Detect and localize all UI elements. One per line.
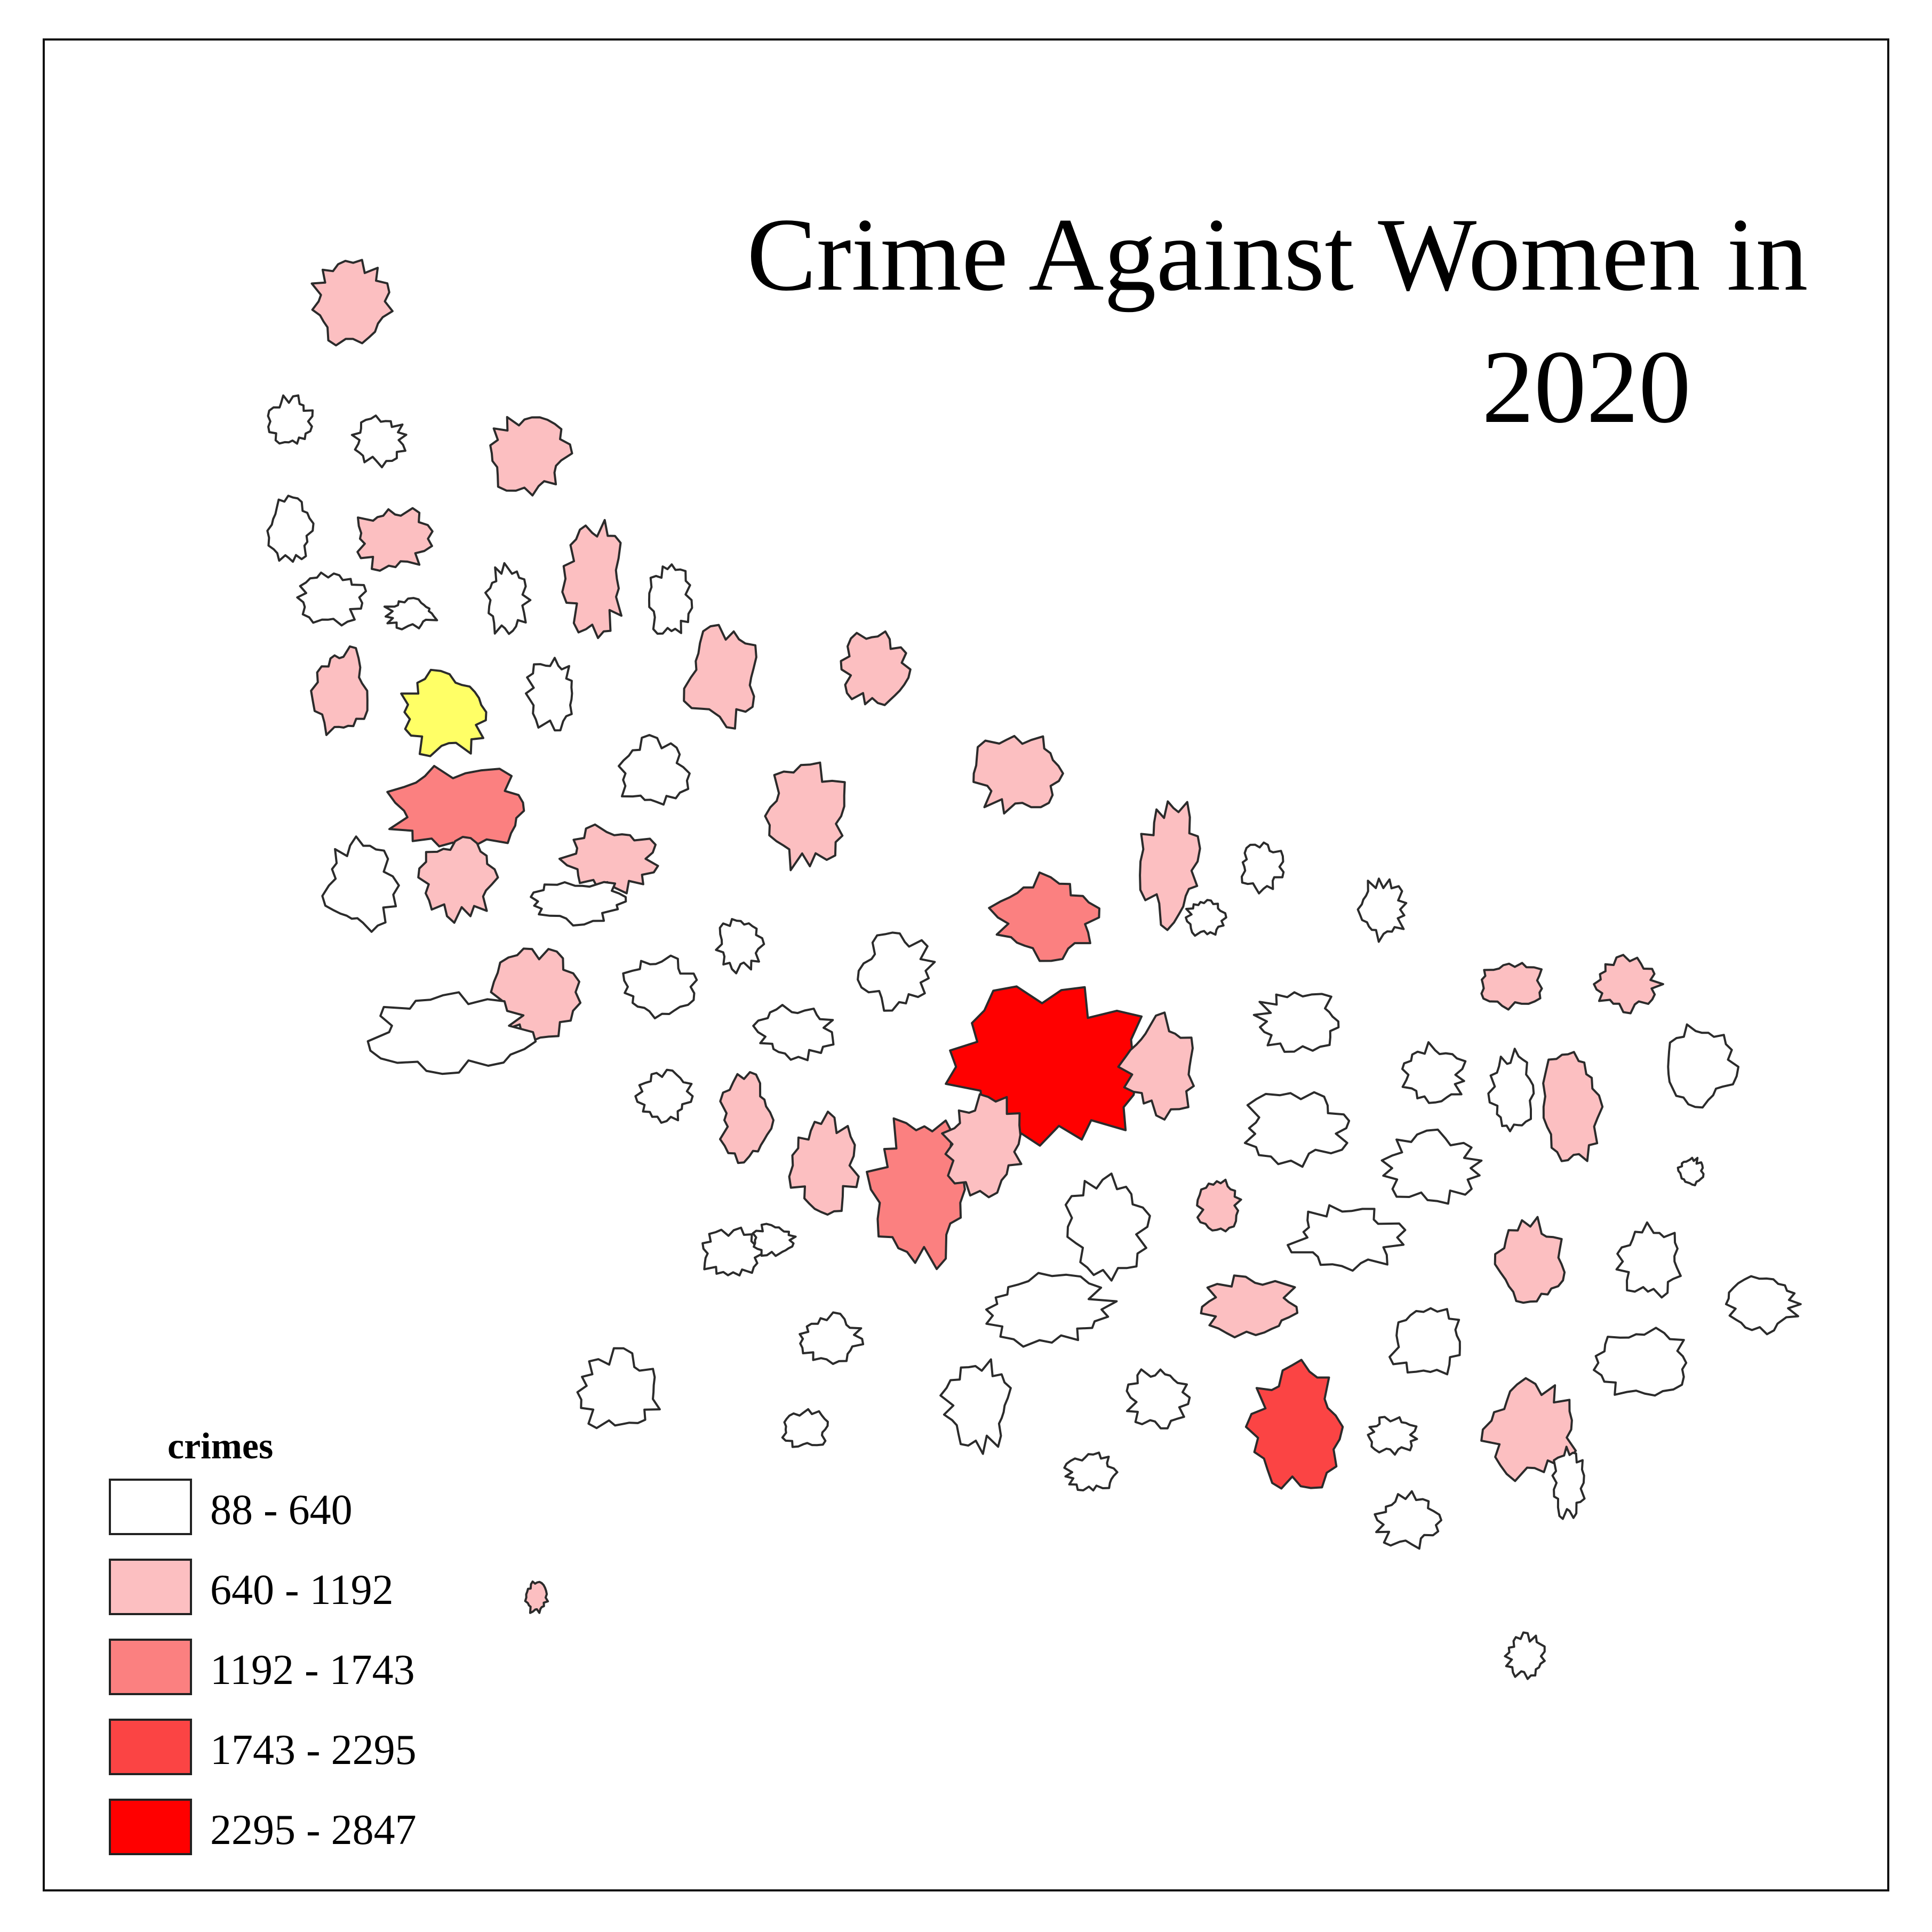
district-polygon <box>1615 1221 1682 1299</box>
district-polygon <box>634 1068 694 1124</box>
map-title-line-2: 2020 <box>1482 329 1691 445</box>
district-polygon <box>618 734 691 806</box>
district-polygon <box>622 954 698 1019</box>
district-polygon <box>866 1117 966 1271</box>
district-polygon <box>1487 1048 1535 1132</box>
district-polygon <box>1063 1451 1119 1492</box>
legend-label: 640 - 1192 <box>210 1567 394 1614</box>
district-polygon <box>1380 1128 1483 1205</box>
district-polygon <box>857 931 936 1012</box>
district-polygon <box>1542 1051 1604 1162</box>
district-polygon <box>1593 1327 1688 1397</box>
map-title-line-1: Crime Against Women in <box>747 197 1808 313</box>
district-polygon <box>1287 1204 1407 1272</box>
district-polygon <box>383 597 438 630</box>
district-polygon <box>350 414 408 468</box>
district-polygon <box>1401 1041 1467 1104</box>
district-polygon <box>1725 1275 1802 1336</box>
district-polygon <box>524 1580 549 1614</box>
district-polygon <box>400 668 488 757</box>
district-polygon <box>1494 1216 1566 1304</box>
district-polygon <box>356 507 434 572</box>
district-polygon <box>1139 800 1201 931</box>
district-polygon <box>1593 954 1664 1015</box>
district-polygon <box>1243 1091 1351 1168</box>
legend-swatch <box>109 1719 192 1775</box>
legend-label: 1192 - 1743 <box>210 1647 415 1694</box>
district-polygon <box>484 562 532 635</box>
district-polygon <box>985 1272 1118 1348</box>
district-polygon <box>1367 1416 1418 1456</box>
district-polygon <box>781 1408 829 1448</box>
legend-label: 88 - 640 <box>210 1487 353 1534</box>
district-polygon <box>366 991 537 1075</box>
district-polygon <box>840 630 912 706</box>
district-polygon <box>715 918 765 975</box>
district-polygon <box>1388 1307 1461 1376</box>
district-polygon <box>799 1311 865 1365</box>
district-polygon <box>561 518 622 640</box>
district-polygon <box>321 835 400 933</box>
district-polygon <box>1064 1172 1151 1282</box>
district-polygon <box>558 823 659 895</box>
district-polygon <box>701 1226 764 1277</box>
district-polygon <box>1125 1368 1191 1430</box>
district-polygon <box>788 1111 860 1216</box>
district-polygon <box>530 881 627 927</box>
district-polygon <box>576 1347 661 1430</box>
district-polygon <box>267 394 314 445</box>
legend-swatch <box>109 1559 192 1615</box>
district-polygon <box>764 761 846 872</box>
district-polygon <box>939 1358 1012 1455</box>
district-polygon <box>1667 1023 1739 1109</box>
district-polygon <box>972 735 1064 815</box>
district-polygon <box>386 765 525 858</box>
district-polygon <box>1244 1359 1344 1490</box>
legend-title: crimes <box>167 1426 274 1467</box>
district-polygon <box>1374 1490 1442 1550</box>
map-frame <box>43 38 1889 1891</box>
district-polygon <box>752 1223 797 1257</box>
district-polygon <box>648 563 693 635</box>
district-polygon <box>1356 877 1408 943</box>
district-polygon <box>310 259 394 347</box>
district-polygon <box>1196 1178 1242 1233</box>
district-polygon <box>683 624 757 730</box>
district-polygon <box>1480 1377 1577 1482</box>
district-polygon <box>1504 1631 1546 1680</box>
district-polygon <box>266 494 315 563</box>
district-polygon <box>752 1004 835 1061</box>
district-polygon <box>489 416 573 497</box>
district-polygon <box>988 871 1100 962</box>
district-polygon <box>1200 1274 1299 1339</box>
district-polygon <box>1676 1156 1705 1186</box>
district-polygon <box>1551 1446 1586 1520</box>
district-polygon <box>1117 1011 1195 1121</box>
legend-swatch <box>109 1799 192 1855</box>
district-polygon <box>525 657 573 732</box>
district-polygon <box>1241 841 1285 895</box>
district-polygon <box>417 836 499 924</box>
legend-label: 2295 - 2847 <box>210 1807 417 1854</box>
district-polygon <box>1252 991 1340 1053</box>
district-polygon <box>310 645 369 736</box>
district-polygon <box>941 1093 1023 1199</box>
district-polygon <box>1185 899 1227 937</box>
legend-label: 1743 - 2295 <box>210 1727 417 1774</box>
district-polygon <box>1480 962 1543 1011</box>
district-polygon <box>296 571 367 627</box>
legend-swatch <box>109 1479 192 1535</box>
district-polygon <box>719 1071 775 1164</box>
legend-swatch <box>109 1639 192 1695</box>
